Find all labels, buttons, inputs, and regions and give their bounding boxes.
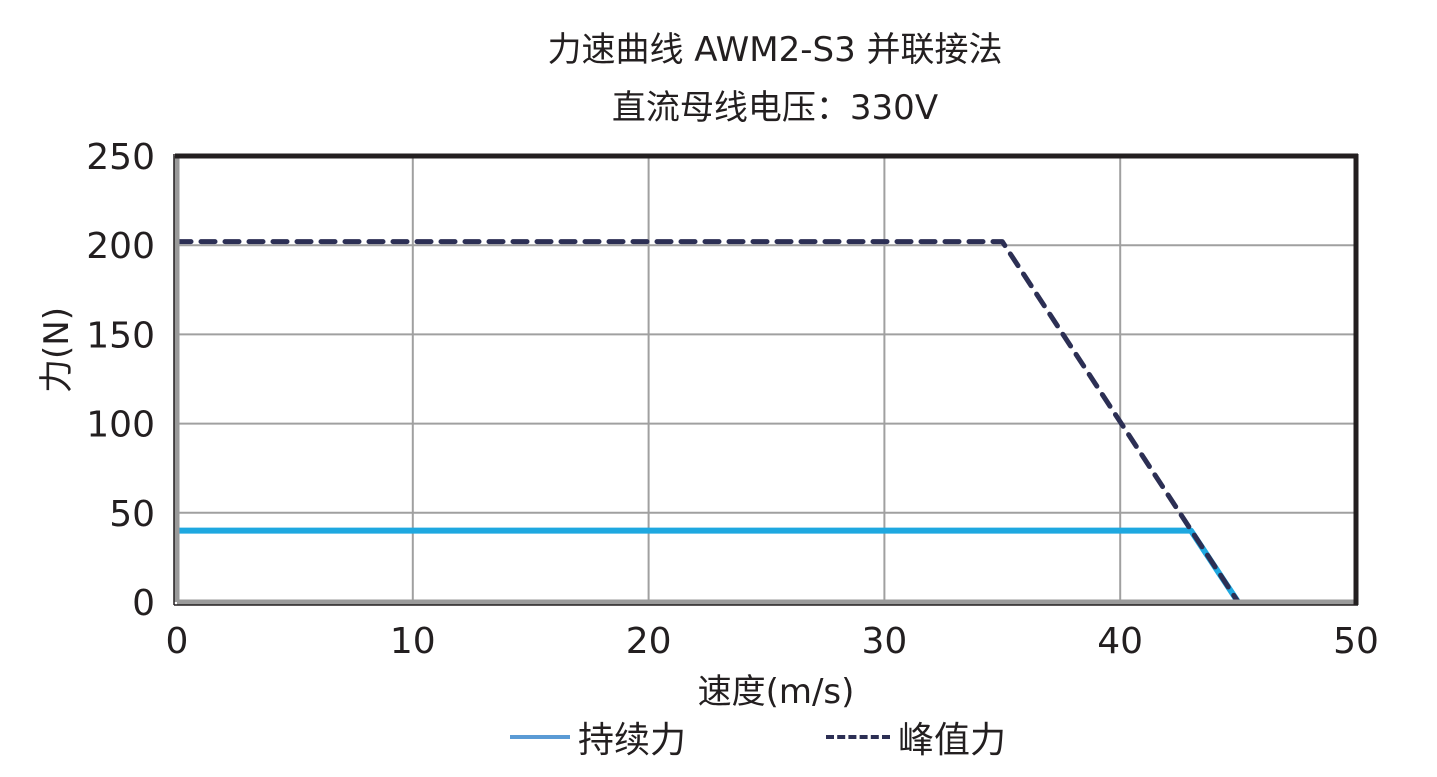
series-line-continuous bbox=[177, 527, 1241, 604]
y-tick-label: 0 bbox=[132, 583, 155, 624]
x-tick-label: 50 bbox=[1333, 621, 1379, 662]
chart-title: 力速曲线 AWM2-S3 并联接法 bbox=[547, 30, 1003, 70]
legend-item-peak: 峰值力 bbox=[826, 712, 1006, 762]
y-tick-label: 250 bbox=[86, 137, 155, 178]
y-tick-label: 150 bbox=[86, 315, 155, 356]
x-tick-label: 10 bbox=[390, 621, 436, 662]
x-tick-label: 40 bbox=[1097, 621, 1143, 662]
x-tick-label: 0 bbox=[166, 621, 189, 662]
y-tick-label: 100 bbox=[86, 405, 155, 446]
x-tick-label: 30 bbox=[861, 621, 907, 662]
legend-label-continuous: 持续力 bbox=[578, 720, 687, 761]
x-tick-label: 20 bbox=[626, 621, 672, 662]
legend-dashed-line-icon bbox=[826, 735, 890, 739]
legend-item-continuous: 持续力 bbox=[510, 712, 686, 762]
series-line-peak bbox=[174, 239, 1241, 605]
legend-label-peak: 峰值力 bbox=[898, 720, 1007, 761]
y-tick-label: 50 bbox=[109, 494, 155, 535]
y-axis-label: 力(N) bbox=[37, 307, 77, 393]
chart-subtitle: 直流母线电压：330V bbox=[611, 88, 939, 128]
legend-solid-line-icon bbox=[510, 735, 570, 739]
x-axis-label: 速度(m/s) bbox=[698, 672, 855, 712]
y-tick-label: 200 bbox=[86, 226, 155, 267]
